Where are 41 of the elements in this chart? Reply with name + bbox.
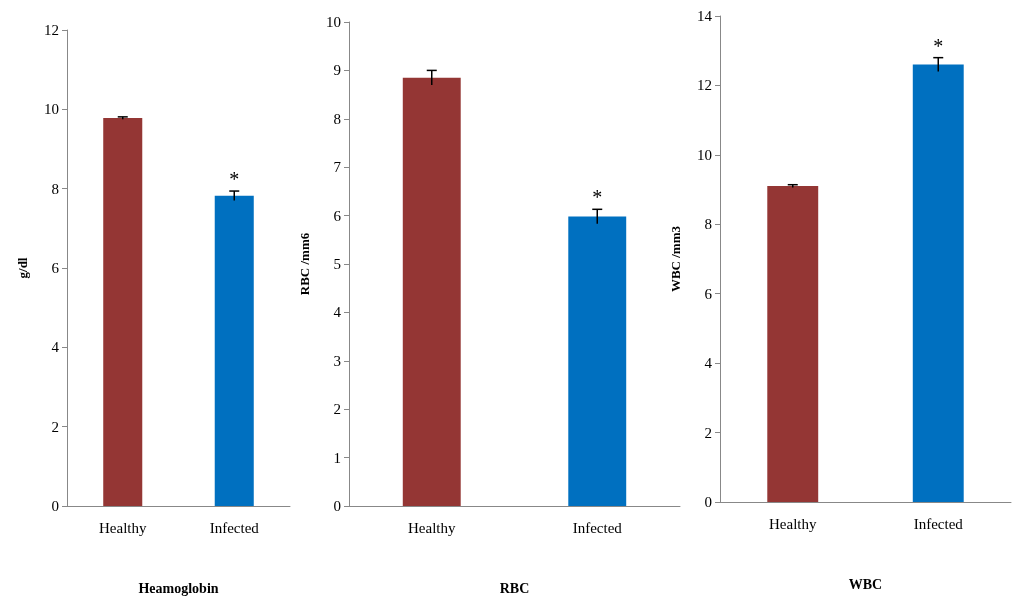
- y-tick-label: 2: [51, 418, 59, 435]
- x-tick-label: Healthy: [769, 515, 817, 532]
- y-tick-label: 14: [697, 8, 713, 24]
- x-tick-label: Healthy: [99, 519, 147, 536]
- annotation: *: [592, 186, 603, 209]
- annotation: *: [229, 168, 240, 191]
- y-tick-label: 10: [697, 146, 712, 163]
- x-tick-label: Healthy: [408, 519, 456, 536]
- x-tick-label: Infected: [572, 519, 623, 536]
- y-tick-label: 7: [333, 159, 342, 176]
- y-tick-label: 0: [704, 494, 712, 510]
- y-tick-label: 8: [333, 110, 341, 127]
- y-tick-label: 4: [704, 355, 713, 372]
- y-tick-label: 9: [333, 62, 341, 79]
- y-tick-label: 1: [333, 449, 341, 466]
- y-tick-label: 8: [51, 180, 59, 197]
- y-tick-label: 10: [44, 101, 59, 118]
- y-tick-label: 12: [44, 22, 59, 38]
- y-tick-label: 2: [704, 424, 712, 441]
- y-tick-label: 12: [697, 77, 712, 94]
- y-tick-label: 5: [333, 256, 341, 272]
- y-axis-title: RBC /mm6: [297, 232, 312, 296]
- y-tick-label: 4: [51, 339, 60, 356]
- x-axis-title: Heamoglobin: [138, 580, 219, 596]
- x-tick-label: Infected: [209, 519, 260, 536]
- y-axis-title: g/dl: [15, 257, 30, 279]
- y-tick-label: 2: [333, 401, 341, 418]
- annotation: *: [933, 34, 944, 57]
- y-tick-label: 6: [333, 207, 342, 224]
- y-tick-label: 10: [326, 14, 341, 30]
- y-tick-label: 4: [333, 304, 342, 321]
- x-axis-title: RBC: [499, 580, 530, 596]
- x-axis-title: WBC: [848, 576, 883, 592]
- x-tick-label: Infected: [913, 515, 964, 532]
- y-tick-label: 6: [704, 285, 713, 302]
- y-tick-label: 6: [51, 260, 60, 276]
- y-axis-title: WBC /mm3: [668, 225, 683, 293]
- y-tick-label: 0: [51, 498, 59, 514]
- y-tick-label: 0: [333, 498, 341, 514]
- y-tick-label: 8: [704, 216, 712, 233]
- y-tick-label: 3: [333, 352, 341, 369]
